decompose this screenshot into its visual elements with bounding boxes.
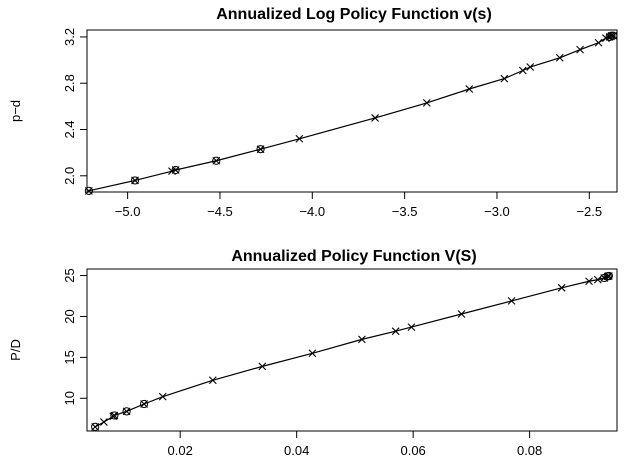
data-point-x	[457, 310, 466, 318]
panel-bottom: Annualized Policy Function V(S) P/D 0.02…	[8, 248, 618, 458]
data-point-x	[594, 38, 603, 47]
data-point-x	[555, 53, 564, 62]
plot-frame-bottom	[86, 268, 618, 432]
data-point-circle	[139, 399, 149, 409]
y-axis-label-bottom: P/D	[8, 339, 23, 361]
data-point-x	[308, 349, 317, 358]
x-tick-label: −4.0	[299, 204, 325, 219]
series-line	[88, 35, 614, 192]
data-point-circle	[604, 271, 613, 281]
x-tick-label: −5.0	[115, 204, 141, 219]
data-point-circle	[256, 145, 265, 154]
x-tick-label: −3.0	[484, 204, 510, 219]
x-tick-label: −3.5	[392, 204, 418, 219]
data-point-x	[100, 418, 108, 426]
x-tick-label: 0.02	[168, 443, 193, 458]
y-tick-label: 25	[62, 268, 77, 282]
data-point-circle	[212, 156, 221, 165]
y-tick-label: 10	[62, 391, 77, 405]
y-tick-label: 3.2	[62, 28, 77, 46]
data-point-x	[371, 114, 379, 122]
data-point-x	[526, 63, 535, 71]
data-point-circle	[122, 407, 131, 416]
y-axis-top: 2.0 2.4 2.8 3.2	[62, 28, 87, 185]
data-point-x	[258, 362, 267, 371]
chart-title-top: Annualized Log Policy Function v(s)	[216, 6, 492, 23]
data-point-circle	[110, 411, 119, 420]
y-tick-label: 2.0	[62, 167, 77, 185]
y-axis-bottom: 10 15 20 25	[62, 268, 87, 406]
data-point-x	[593, 275, 602, 284]
x-tick-label: −2.5	[576, 204, 602, 219]
data-point-x	[576, 45, 584, 54]
data-point-circle	[91, 422, 100, 432]
data-point-x	[358, 335, 366, 344]
data-point-x	[158, 392, 167, 401]
chart-title-bottom: Annualized Policy Function V(S)	[231, 248, 476, 265]
data-point-x	[500, 74, 509, 83]
data-point-circle	[130, 176, 140, 185]
data-point-x	[295, 134, 304, 143]
x-axis-top: −5.0 −4.5 −4.0 −3.5 −3.0 −2.5	[115, 192, 602, 219]
panel-top: Annualized Log Policy Function v(s) p−d …	[8, 6, 618, 219]
x-tick-label: 0.04	[284, 443, 309, 458]
x-axis-bottom: 0.02 0.04 0.06 0.08	[168, 431, 542, 458]
data-point-x	[391, 327, 400, 336]
y-axis-label-top: p−d	[8, 100, 23, 122]
series-line	[94, 275, 610, 428]
data-point-x	[507, 297, 516, 305]
data-point-x	[407, 323, 416, 331]
data-point-circle	[84, 186, 93, 195]
data-point-x	[422, 99, 431, 107]
data-point-x	[585, 277, 593, 286]
plot-marks-bottom	[91, 271, 613, 432]
y-tick-label: 20	[62, 309, 77, 323]
data-point-x	[465, 85, 474, 93]
data-point-circle	[605, 32, 614, 42]
x-tick-label: 0.06	[400, 443, 425, 458]
data-point-circle	[609, 31, 618, 40]
data-point-x	[557, 283, 566, 292]
plot-frame-top	[86, 29, 618, 193]
data-point-x	[208, 376, 217, 385]
y-tick-label: 2.8	[62, 74, 77, 92]
plot-marks-top	[84, 31, 618, 195]
y-tick-label: 2.4	[62, 120, 77, 138]
x-tick-label: −4.5	[207, 204, 233, 219]
x-tick-label: 0.08	[517, 443, 542, 458]
data-point-x	[518, 66, 527, 75]
data-point-circle	[171, 165, 180, 175]
y-tick-label: 15	[62, 350, 77, 364]
